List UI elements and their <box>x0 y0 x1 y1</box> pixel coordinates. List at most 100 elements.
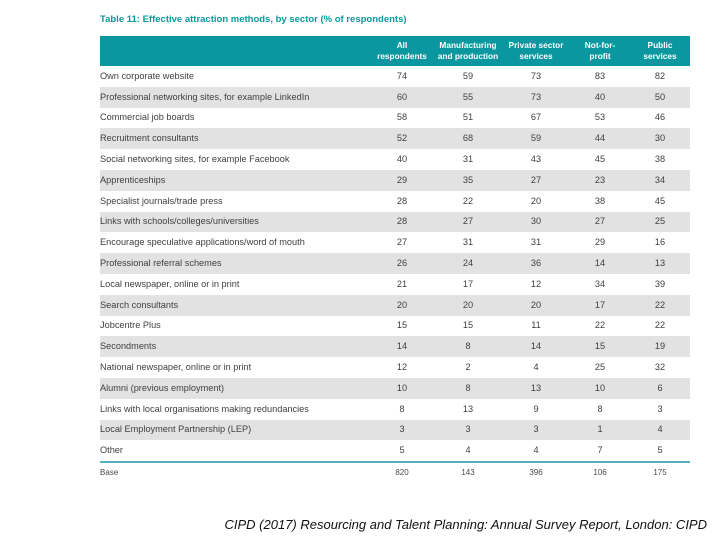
cell-value-not-for-profit: 10 <box>594 382 606 393</box>
cell-value-all: 5 <box>399 445 405 456</box>
cell-value-public: 22 <box>654 320 666 331</box>
cell-value-private: 36 <box>530 257 542 268</box>
row-label: Local newspaper, online or in print <box>100 278 240 289</box>
row-label: Links with local organisations making re… <box>100 403 309 414</box>
cell-value-private: 27 <box>530 174 542 185</box>
base-row: Base 820 143 396 106 175 <box>100 461 690 482</box>
cell-value-private: 11 <box>531 320 541 331</box>
cell-value-all: 60 <box>396 91 408 102</box>
cell-value-not-for-profit: 1 <box>597 424 603 435</box>
cell-value-private: 4 <box>533 361 539 372</box>
cell-value-private: 13 <box>530 382 542 393</box>
table-row: Alumni (previous employment) 10 8 13 10 … <box>100 377 690 399</box>
row-label: Apprenticeships <box>100 174 166 185</box>
table-row: National newspaper, online or in print 1… <box>100 357 690 378</box>
column-header-all-respondents: All respondents <box>370 36 434 66</box>
table-row: Own corporate website 74 59 73 83 82 <box>100 66 690 87</box>
cell-value-public: 25 <box>654 216 666 227</box>
table-row: Jobcentre Plus 15 15 11 22 22 <box>100 316 690 337</box>
cell-value-not-for-profit: 45 <box>594 153 606 164</box>
cell-value-public: 82 <box>654 70 666 81</box>
cell-value-public: 4 <box>657 424 663 435</box>
cell-value-private: 73 <box>530 70 542 81</box>
cell-value-manufacturing: 22 <box>462 195 474 206</box>
row-label: Social networking sites, for example Fac… <box>100 153 290 164</box>
cell-value-all: 74 <box>396 70 408 81</box>
cell-value-all: 14 <box>396 341 408 352</box>
cell-value-public: 6 <box>657 382 663 393</box>
cell-value-manufacturing: 35 <box>462 174 474 185</box>
cell-value-public: 3 <box>657 403 663 414</box>
cell-value-all: 12 <box>396 361 408 372</box>
cell-value-manufacturing: 8 <box>465 341 471 352</box>
column-header-method <box>100 36 370 66</box>
cell-value-public: 46 <box>654 112 666 123</box>
citation-text: CIPD (2017) Resourcing and Talent Planni… <box>224 517 708 532</box>
cell-value-all: 28 <box>396 195 408 206</box>
cell-value-all: 3 <box>399 424 405 435</box>
cell-value-manufacturing: 31 <box>462 153 474 164</box>
cell-value-manufacturing: 31 <box>462 237 474 248</box>
cell-value-manufacturing: 51 <box>462 112 474 123</box>
cell-value-not-for-profit: 40 <box>594 91 606 102</box>
cell-value-not-for-profit: 22 <box>594 320 606 331</box>
cell-value-private: 67 <box>530 112 542 123</box>
row-label: Jobcentre Plus <box>100 320 161 331</box>
cell-value-manufacturing: 27 <box>462 216 474 227</box>
cell-value-all: 27 <box>396 237 408 248</box>
cell-value-private: 9 <box>533 403 539 414</box>
cell-value-all: 28 <box>396 216 408 227</box>
base-value-not-for-profit: 106 <box>570 461 630 482</box>
row-label: Search consultants <box>100 299 179 310</box>
cell-value-manufacturing: 4 <box>465 445 471 456</box>
cell-value-manufacturing: 17 <box>462 278 474 289</box>
cell-value-not-for-profit: 7 <box>597 445 603 456</box>
cell-value-private: 73 <box>530 91 542 102</box>
cell-value-manufacturing: 20 <box>462 299 474 310</box>
row-label: Links with schools/colleges/universities <box>100 216 259 227</box>
cell-value-all: 29 <box>396 174 408 185</box>
table-base-body: Base 820 143 396 106 175 <box>100 461 690 482</box>
cell-value-all: 21 <box>396 278 408 289</box>
row-label: Encourage speculative applications/word … <box>100 237 305 248</box>
row-label: Commercial job boards <box>100 112 195 123</box>
row-label: Other <box>100 445 123 456</box>
column-header-manufacturing-production: Manufacturing and production <box>434 36 502 66</box>
cell-value-public: 38 <box>654 153 666 164</box>
cell-value-private: 43 <box>530 153 542 164</box>
cell-value-all: 15 <box>396 320 408 331</box>
cell-value-private: 30 <box>530 216 542 227</box>
cell-value-not-for-profit: 25 <box>594 361 606 372</box>
cell-value-private: 4 <box>533 445 539 456</box>
cell-value-manufacturing: 59 <box>462 70 474 81</box>
row-label: National newspaper, online or in print <box>100 361 252 372</box>
cell-value-manufacturing: 24 <box>462 257 474 268</box>
cell-value-all: 20 <box>396 299 408 310</box>
row-label: Local Employment Partnership (LEP) <box>100 424 252 435</box>
cell-value-manufacturing: 8 <box>465 382 471 393</box>
row-label: Specialist journals/trade press <box>100 195 223 206</box>
table-row: Commercial job boards 58 51 67 53 46 <box>100 108 690 129</box>
column-header-private-sector-services: Private sector services <box>502 36 570 66</box>
cell-value-public: 32 <box>654 361 666 372</box>
cell-value-public: 45 <box>654 195 666 206</box>
cell-value-public: 34 <box>654 174 666 185</box>
cell-value-all: 8 <box>399 403 405 414</box>
cell-value-private: 20 <box>530 195 542 206</box>
cell-value-public: 22 <box>654 299 666 310</box>
cell-value-all: 58 <box>396 112 408 123</box>
cell-value-not-for-profit: 15 <box>594 341 606 352</box>
table-row: Encourage speculative applications/word … <box>100 232 690 253</box>
cell-value-public: 16 <box>654 237 666 248</box>
table-row: Secondments 14 8 14 15 19 <box>100 336 690 358</box>
cell-value-not-for-profit: 23 <box>594 174 606 185</box>
cell-value-public: 30 <box>654 133 666 144</box>
cell-value-not-for-profit: 38 <box>594 195 606 206</box>
table-row: Professional referral schemes 26 24 36 1… <box>100 253 690 274</box>
cell-value-private: 20 <box>530 299 542 310</box>
attraction-methods-table: All respondents Manufacturing and produc… <box>100 36 690 482</box>
cell-value-manufacturing: 3 <box>465 424 471 435</box>
cell-value-not-for-profit: 29 <box>594 237 606 248</box>
table-title: Table 11: Effective attraction methods, … <box>100 14 407 25</box>
table-row: Links with local organisations making re… <box>100 399 690 420</box>
